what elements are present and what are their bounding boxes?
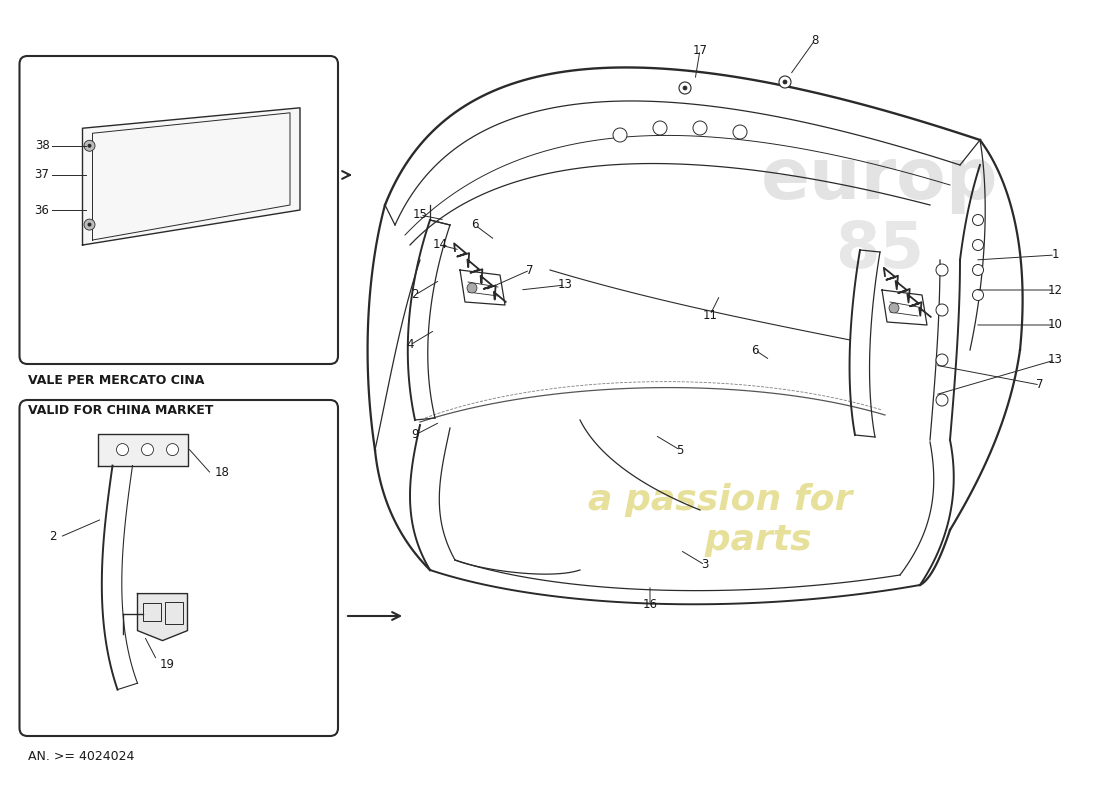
Circle shape <box>733 125 747 139</box>
Circle shape <box>779 76 791 88</box>
Text: 13: 13 <box>1047 354 1063 366</box>
Text: 2: 2 <box>411 289 419 302</box>
Text: 13: 13 <box>558 278 572 291</box>
Circle shape <box>613 128 627 142</box>
Text: 5: 5 <box>676 443 684 457</box>
Text: 7: 7 <box>1036 378 1044 391</box>
Circle shape <box>653 121 667 135</box>
Text: 6: 6 <box>471 218 478 231</box>
Circle shape <box>142 443 154 455</box>
Text: 4: 4 <box>406 338 414 351</box>
Bar <box>143 602 161 621</box>
Text: 2: 2 <box>48 530 56 542</box>
Text: 9: 9 <box>411 429 419 442</box>
Circle shape <box>88 144 91 148</box>
Circle shape <box>972 239 983 250</box>
Circle shape <box>693 121 707 135</box>
Text: europ: europ <box>761 146 999 214</box>
Bar <box>165 602 183 624</box>
Text: VALE PER MERCATO CINA: VALE PER MERCATO CINA <box>28 374 204 387</box>
Text: 36: 36 <box>34 203 50 217</box>
Text: 16: 16 <box>642 598 658 611</box>
Text: 14: 14 <box>432 238 448 251</box>
Text: 7: 7 <box>526 263 534 277</box>
Circle shape <box>84 219 95 230</box>
Text: 15: 15 <box>412 209 428 222</box>
Circle shape <box>84 140 95 151</box>
Circle shape <box>88 222 91 226</box>
Text: 3: 3 <box>702 558 708 571</box>
Text: a passion for
      parts: a passion for parts <box>587 483 852 557</box>
Text: 17: 17 <box>693 43 707 57</box>
Circle shape <box>117 443 129 455</box>
Text: 38: 38 <box>35 139 50 152</box>
Text: 12: 12 <box>1047 283 1063 297</box>
Circle shape <box>936 394 948 406</box>
Circle shape <box>972 265 983 275</box>
Circle shape <box>936 354 948 366</box>
Text: VALID FOR CHINA MARKET: VALID FOR CHINA MARKET <box>28 404 213 417</box>
Polygon shape <box>138 594 187 641</box>
Circle shape <box>936 264 948 276</box>
Circle shape <box>468 283 477 293</box>
Polygon shape <box>98 434 187 466</box>
Text: 18: 18 <box>216 466 230 478</box>
Text: 85: 85 <box>836 219 924 281</box>
Circle shape <box>972 290 983 301</box>
Polygon shape <box>82 108 300 245</box>
Circle shape <box>936 304 948 316</box>
Circle shape <box>889 303 899 313</box>
Text: 11: 11 <box>703 309 717 322</box>
Text: 8: 8 <box>812 34 818 46</box>
Circle shape <box>679 82 691 94</box>
Text: 10: 10 <box>1047 318 1063 331</box>
Circle shape <box>972 214 983 226</box>
Circle shape <box>166 443 178 455</box>
Text: 6: 6 <box>751 343 759 357</box>
Text: AN. >= 4024024: AN. >= 4024024 <box>28 750 134 763</box>
Circle shape <box>683 86 688 90</box>
FancyBboxPatch shape <box>20 400 338 736</box>
FancyBboxPatch shape <box>20 56 338 364</box>
Text: 19: 19 <box>160 658 175 670</box>
Text: 37: 37 <box>34 169 50 182</box>
Circle shape <box>783 80 786 84</box>
Text: 1: 1 <box>1052 249 1058 262</box>
